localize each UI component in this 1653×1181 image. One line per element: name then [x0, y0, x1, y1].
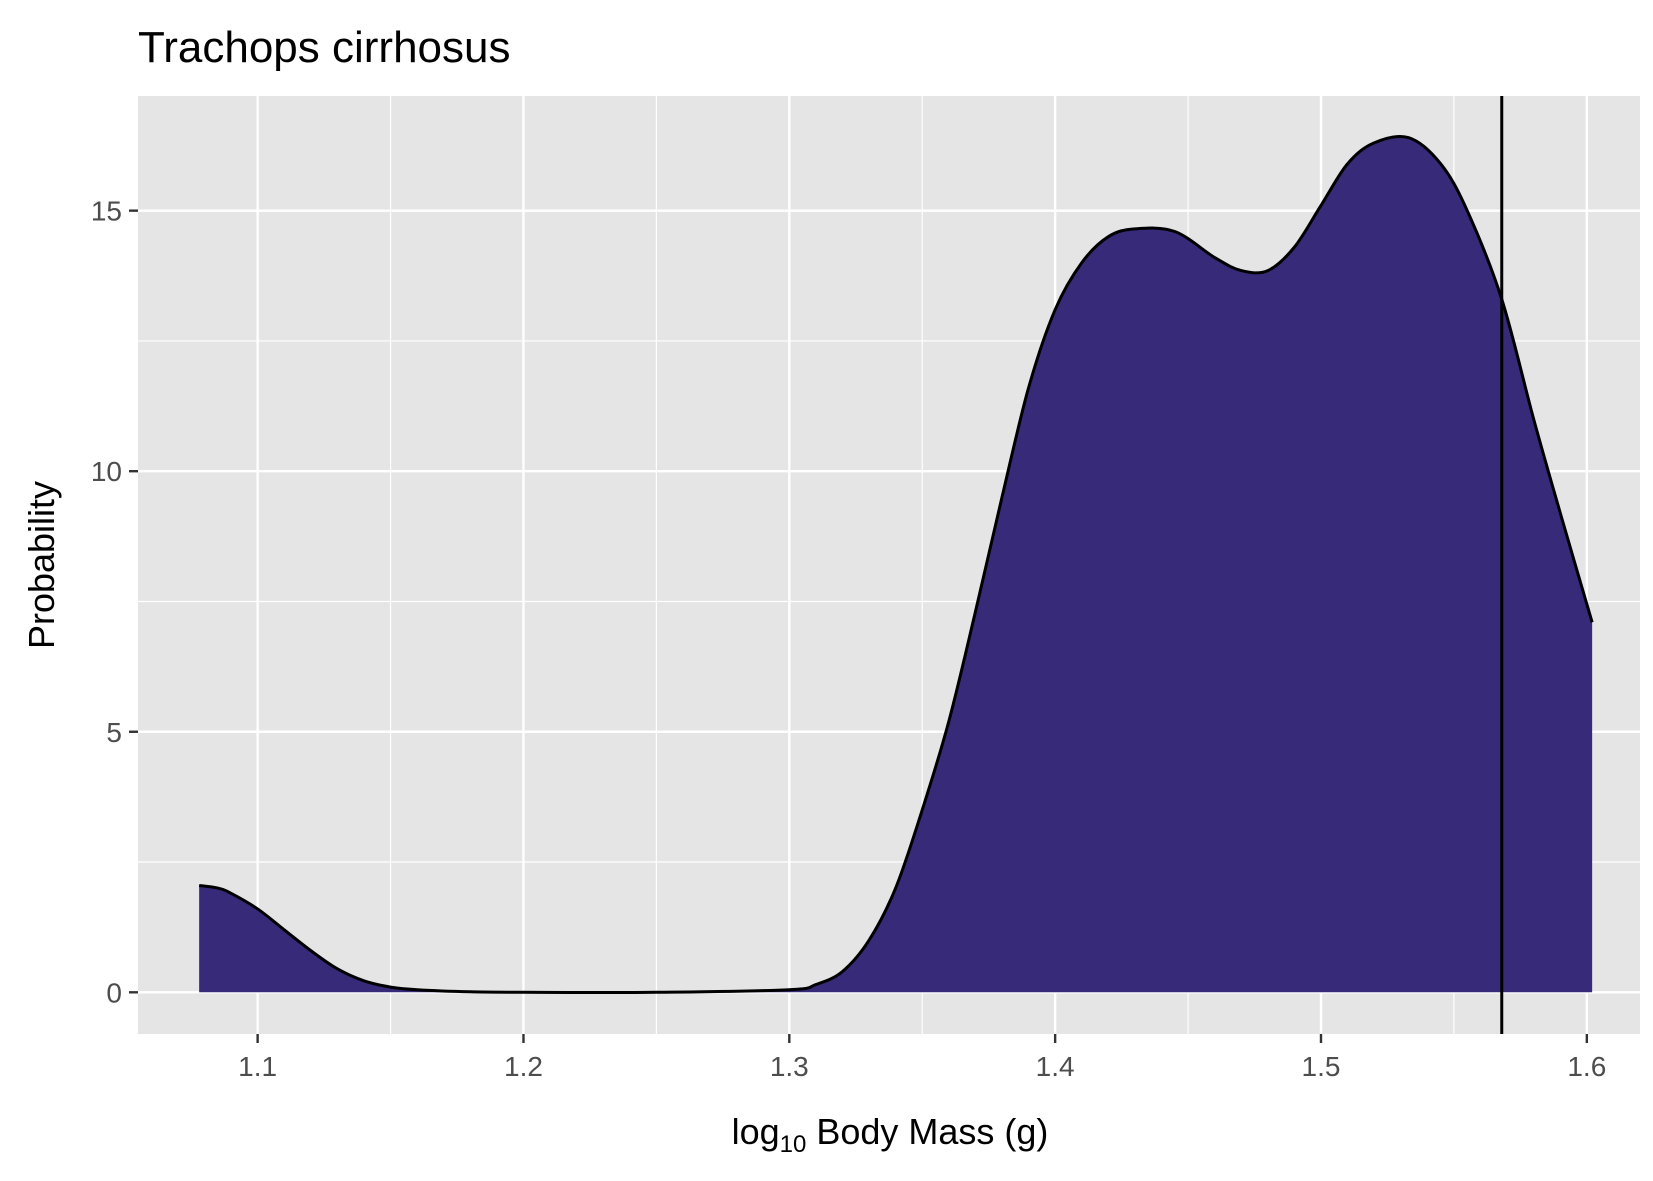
x-axis-title-subscript: 10 — [780, 1131, 807, 1158]
x-axis-title-log: log — [732, 1111, 780, 1152]
y-tick-label: 15 — [91, 196, 122, 227]
x-axis-title: log10 Body Mass (g) — [732, 1111, 1049, 1158]
y-tick-label: 10 — [91, 456, 122, 487]
y-tick-label: 0 — [106, 977, 122, 1008]
density-curve — [198, 134, 1594, 995]
x-tick-label: 1.6 — [1567, 1051, 1606, 1082]
density-area — [199, 136, 1593, 993]
x-tick-label: 1.1 — [238, 1051, 277, 1082]
x-axis-title-rest: Body Mass (g) — [806, 1111, 1048, 1152]
x-axis: 1.1 1.2 1.3 1.4 1.5 1.6 — [238, 1034, 1606, 1082]
x-tick-label: 1.4 — [1036, 1051, 1075, 1082]
y-tick-label: 5 — [106, 717, 122, 748]
chart-title: Trachops cirrhosus — [138, 23, 511, 72]
y-axis: 0 5 10 15 — [91, 196, 138, 1008]
x-tick-label: 1.2 — [504, 1051, 543, 1082]
y-axis-title: Probability — [21, 481, 62, 649]
x-tick-label: 1.3 — [770, 1051, 809, 1082]
x-tick-label: 1.5 — [1302, 1051, 1341, 1082]
